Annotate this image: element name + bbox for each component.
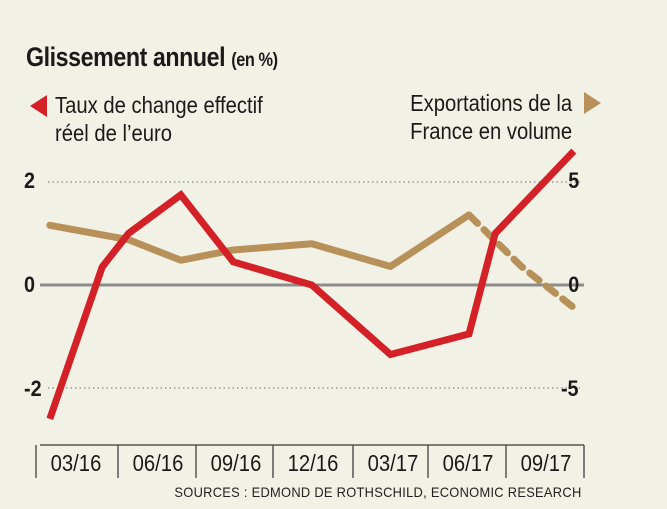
series-exports-projection (465, 211, 578, 312)
series-euro-line (46, 148, 577, 421)
title-unit: (en %) (231, 50, 278, 71)
x-tick-label: 03/16 (50, 450, 102, 476)
y-left-tick-2: 2 (24, 168, 36, 193)
legend-right-triangle-icon (584, 92, 601, 114)
legend-exports-line-1: Exportations de la (409, 90, 572, 116)
y-right-tick-neg5: -5 (561, 376, 579, 401)
x-tick-label: 09/16 (210, 450, 262, 476)
series-exports-line (46, 211, 473, 270)
x-tick-label: 12/16 (287, 450, 339, 476)
chart-title: Glissement annuel (en %) (26, 42, 278, 72)
legend-euro-line-1: Taux de change effectif (55, 92, 263, 118)
source-note: SOURCES : EDMOND DE ROTHSCHILD, ECONOMIC… (174, 484, 582, 500)
x-tick-label: 03/17 (367, 450, 419, 476)
x-tick-label: 09/17 (520, 450, 572, 476)
legend-euro-line-2: réel de l’euro (55, 120, 173, 146)
legend-left-triangle-icon (30, 95, 47, 117)
x-tick-label: 06/16 (132, 450, 184, 476)
legend-euro: Taux de change effectif réel de l’euro (55, 91, 263, 147)
y-left-tick-neg2: -2 (24, 376, 42, 401)
y-left-tick-0: 0 (24, 272, 36, 297)
legend-exports: Exportations de la France en volume (410, 89, 572, 145)
x-tick-label: 06/17 (442, 450, 494, 476)
y-right-tick-0: 0 (567, 272, 579, 297)
y-right-tick-5: 5 (567, 168, 579, 193)
legend-exports-line-2: France en volume (409, 118, 572, 144)
